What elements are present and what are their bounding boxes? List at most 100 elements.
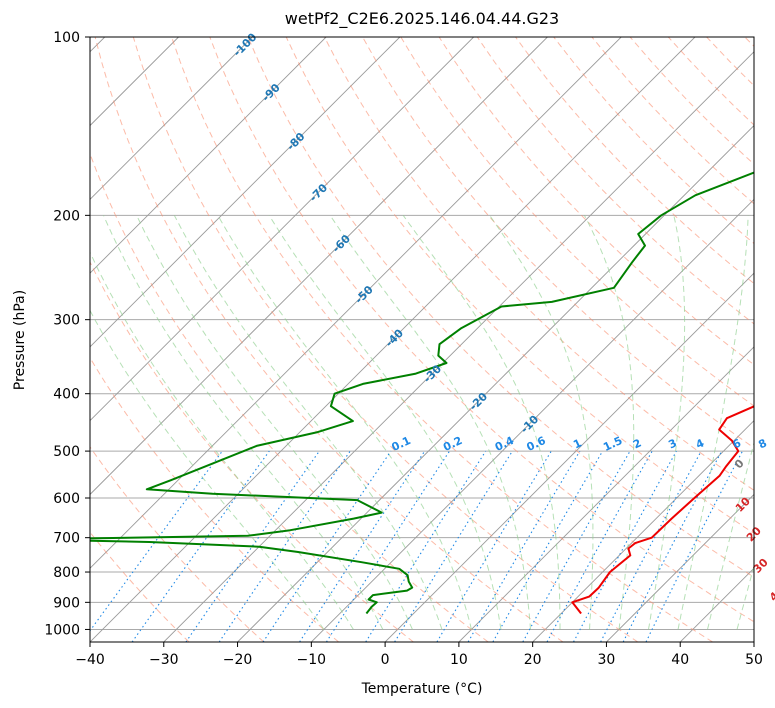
dry-adiabat-line [247,37,754,578]
isotherm-line [90,37,401,348]
isotherm-line [753,641,754,642]
y-tick-label: 600 [53,491,80,507]
isotherm-line [90,37,622,569]
isotherm-label: -80 [284,130,307,153]
isotherm-line [90,37,474,422]
moist-adiabat-line [329,215,531,630]
x-tick-label: 10 [450,652,468,668]
y-tick-label: 1000 [44,622,80,638]
x-axis-label: Temperature (°C) [361,681,483,697]
isotherm-label: -100 [231,30,260,59]
moist-adiabat-label: 40 [767,584,775,604]
mixing-ratio-line [365,450,487,642]
isotherm-line [90,37,253,200]
mixing-ratio-line [325,450,450,642]
isotherm-line [532,420,754,642]
dry-adiabat-line [323,37,754,491]
x-tick-label: −30 [149,652,179,668]
dry-adiabat-line [629,37,754,165]
background-lines [90,37,754,642]
x-tick-label: −10 [297,652,327,668]
dry-adiabat-line [476,37,754,325]
isotherm-line [90,37,327,274]
profile-lines [90,171,754,615]
mixing-ratio-label: 1 [571,436,583,451]
isotherm-line [237,124,754,642]
mixing-ratio-line [546,450,653,642]
moist-adiabat-line [136,215,413,630]
mixing-ratio-line [185,450,320,642]
mixing-ratio-line [90,450,223,632]
isotherm-line [90,37,696,642]
y-tick-label: 200 [53,208,80,224]
dry-adiabat-line [706,37,754,87]
dry-adiabat-line [591,37,754,205]
dry-adiabat-line [362,37,754,449]
dry-adiabat-line [209,37,754,623]
y-tick-label: 800 [53,565,80,581]
isotherm-line [458,346,754,642]
dry-adiabat-line [90,152,489,642]
dry-adiabat-line [90,531,190,642]
isotherm-label: -90 [259,81,282,104]
moist-adiabat-line [489,215,594,630]
y-tick-label: 500 [53,444,80,460]
temperature-profile-line [571,405,754,615]
mixing-ratio-line [262,450,392,642]
moist-adiabat-label: 0 [732,456,747,471]
mixing-ratio-line [573,450,677,642]
moist-adiabat-line [402,215,561,630]
y-axis-label: Pressure (hPa) [12,290,28,390]
x-tick-label: 0 [381,652,390,668]
y-axis-ticks: 100 200 300 400 500 600 700 800 900 1000 [44,30,90,638]
mixing-ratio-line [436,450,552,642]
moist-adiabat-line [583,215,635,630]
isotherm-label: -10 [518,412,541,435]
chart-title: wetPf2_C2E6.2025.146.04.44.G23 [285,9,559,29]
mixing-ratio-line [131,450,270,642]
mixing-ratio-line [522,450,631,642]
x-tick-label: 20 [524,652,542,668]
dry-adiabat-line [285,37,754,535]
x-tick-label: 30 [598,652,616,668]
x-axis-ticks: −40 −30 −20 −10 0 10 20 30 40 50 [75,642,763,668]
y-tick-label: 900 [53,595,80,611]
isotherm-label: -60 [330,232,353,255]
plot-frame [89,36,755,643]
isotherm-line [384,272,754,642]
isotherm-line [606,493,754,642]
y-tick-label: 700 [53,531,80,547]
y-tick-label: 300 [53,313,80,329]
moist-adiabat-line [173,215,443,630]
isotherm-line [679,567,754,642]
mixing-ratio-line [218,450,351,642]
dry-adiabat-line [90,446,265,642]
moist-adiabat-line [90,309,325,630]
isotherm-line [90,37,548,496]
dry-adiabat-line [438,37,754,366]
mixing-ratio-label: 10 [774,435,775,453]
mixing-ratio-line [600,450,702,642]
moist-adiabat-line [103,215,384,630]
x-tick-label: −20 [223,652,253,668]
moist-adiabat-line [90,251,354,630]
dry-adiabat-line [90,260,414,642]
y-tick-label: 400 [53,387,80,403]
mixing-ratio-label: 2 [631,436,643,451]
mixing-ratio-line [299,450,426,642]
dry-adiabat-line [94,37,564,642]
moist-adiabat-line [217,215,472,630]
dry-adiabat-line [744,37,754,47]
moist-adiabat-line [677,215,749,630]
dry-adiabat-line [553,37,754,245]
isotherm-line [163,51,754,642]
x-tick-label: 40 [671,652,689,668]
y-tick-label: 100 [53,30,80,46]
dry-adiabat-line [171,37,713,642]
isotherm-label: -40 [383,326,406,349]
x-tick-label: 50 [745,652,763,668]
mixing-ratio-line [394,450,513,642]
mixing-ratio-line [467,450,581,642]
isotherm-label: -50 [352,283,375,306]
